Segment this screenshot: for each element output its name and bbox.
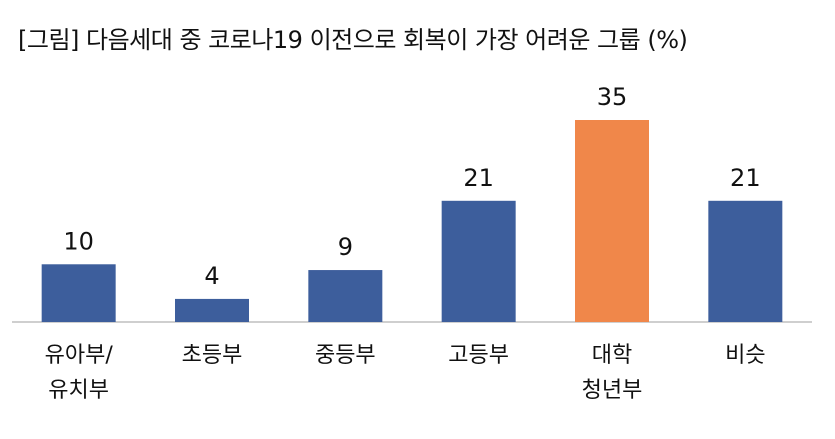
bar-0 xyxy=(41,264,116,322)
data-label-0: 10 xyxy=(63,227,94,255)
data-label-4: 35 xyxy=(597,83,628,111)
bar-3 xyxy=(441,200,516,322)
category-label-4: 대학 xyxy=(592,343,632,368)
bar-2 xyxy=(308,270,383,322)
data-label-1: 4 xyxy=(204,262,219,290)
category-label-2: 중등부 xyxy=(315,343,376,368)
data-label-2: 9 xyxy=(338,233,353,261)
data-label-3: 21 xyxy=(463,164,494,192)
bar-5 xyxy=(708,200,783,322)
data-label-5: 21 xyxy=(730,164,761,192)
category-label-4-line2: 청년부 xyxy=(582,378,643,403)
bar-1 xyxy=(175,298,249,322)
category-label-1: 초등부 xyxy=(182,343,243,368)
category-label-5: 비슷 xyxy=(725,343,765,368)
category-label-0: 유아부/ xyxy=(45,343,114,368)
bar-4 xyxy=(575,120,649,322)
category-label-0-line2: 유치부 xyxy=(48,378,109,403)
category-label-3: 고등부 xyxy=(448,343,509,368)
chart-title: [그림] 다음세대 중 코로나19 이전으로 회복이 가장 어려운 그룹 (%) xyxy=(18,26,688,54)
